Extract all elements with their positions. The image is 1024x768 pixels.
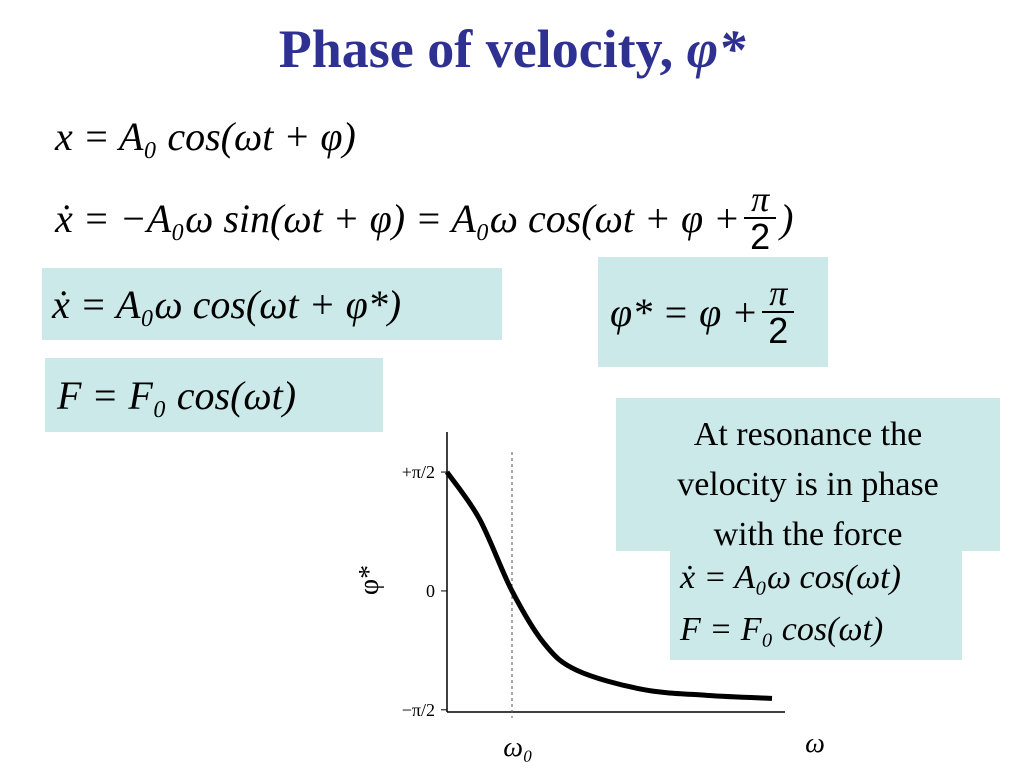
equation-text: F = F₀ cos(ωt): [57, 372, 297, 418]
equation-text: ẋ = A₀ω cos(ωt + φ*): [52, 281, 402, 327]
y-tick-label: 0: [426, 581, 435, 601]
y-tick-label: −π/2: [402, 700, 435, 720]
callout-equation: ẋ = A₀ω cos(ωt): [680, 559, 901, 596]
x-axis-label: ω: [805, 728, 825, 759]
x-tick-label: ω₀: [503, 732, 533, 763]
numerator: π: [769, 273, 788, 313]
title: Phase of velocity, φ*: [0, 18, 1024, 80]
equation: ẋ = −A₀ω sin(ωt + φ) = A₀ω cos(ωt + φ + …: [55, 168, 793, 268]
curve: [444, 470, 773, 701]
equation-text: ẋ = −A₀ω sin(ωt + φ) = A₀ω cos(ωt + φ +: [55, 195, 741, 241]
equation-text: φ* = φ +: [610, 289, 759, 335]
y-axis-label: φ*: [354, 565, 385, 595]
callout-text: At resonance the velocity is in phase wi…: [616, 398, 1000, 553]
title-symbol: φ*: [686, 19, 746, 79]
y-tick-label: +π/2: [402, 462, 435, 482]
title-text: Phase of velocity,: [278, 19, 674, 79]
numerator: π: [751, 179, 770, 219]
denominator: 2: [744, 217, 777, 255]
denominator: 2: [762, 311, 795, 349]
equation-box: ẋ = A₀ω cos(ωt + φ*): [42, 268, 502, 340]
callout-equations: ẋ = A₀ω cos(ωt) F = F₀ cos(ωt): [670, 540, 962, 660]
equation-text: x = A₀ cos(ωt + φ): [55, 113, 356, 159]
equation-box: F = F₀ cos(ωt): [45, 358, 383, 432]
callout-equation: F = F₀ cos(ωt): [680, 611, 884, 648]
equation: x = A₀ cos(ωt + φ): [55, 108, 356, 164]
equation-tail: ): [780, 195, 794, 241]
